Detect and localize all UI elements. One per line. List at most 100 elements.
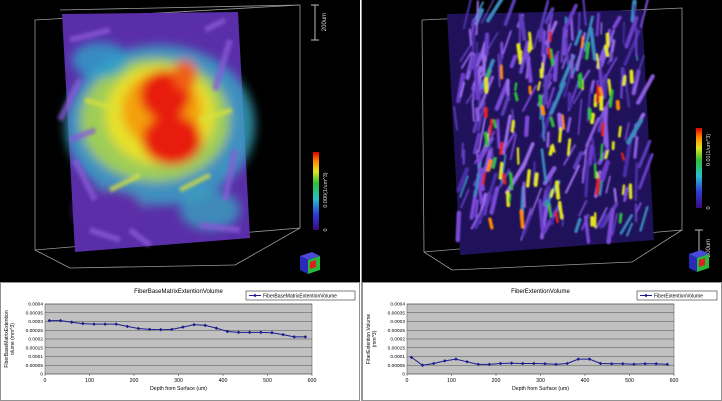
left-colorbar-min: 0 [323, 228, 329, 231]
fiber-strand [564, 164, 581, 194]
fiber-strand [484, 32, 490, 56]
fiber-strand [521, 84, 538, 112]
fiber-strand [475, 0, 479, 36]
fiber-strand [503, 131, 516, 151]
y-tick-label: 0.00005 [26, 363, 44, 369]
fiber-strand [603, 106, 609, 145]
orientation-cube-icon-right[interactable] [689, 250, 709, 272]
y-tick-label: 0.0001 [28, 354, 43, 360]
fiber-strand [572, 86, 584, 105]
y-tick-label: 0.0001 [390, 354, 405, 360]
fiber-highlight [599, 143, 604, 161]
fiber-highlight [549, 48, 555, 66]
fiber-strand [639, 205, 649, 232]
series-line [411, 356, 668, 366]
fiber-strand [500, 94, 510, 116]
fiber-highlight [558, 127, 563, 143]
y-tick-label: 0.00015 [26, 345, 44, 351]
data-point [654, 362, 658, 366]
fiber-highlight [603, 44, 610, 58]
fiber-highlight [538, 94, 543, 108]
fiber-highlight [605, 32, 610, 48]
fiber-strand [502, 114, 512, 155]
fiber-strand [459, 175, 469, 198]
y-tick-label: 0 [40, 372, 43, 378]
fiber-strand [474, 199, 479, 218]
fiber-highlight [486, 159, 493, 172]
fiber-highlight [621, 184, 626, 196]
fiber-highlight [533, 172, 539, 187]
chart-title: FiberBaseMatrixExtentionVolume [134, 289, 223, 295]
fiber-strand [549, 81, 566, 115]
fiber-strand [483, 149, 492, 173]
fiber-highlight [499, 141, 504, 156]
fiber-strand [563, 3, 578, 30]
y-tick-label: 0.0004 [390, 302, 405, 308]
fiber-strand [639, 0, 649, 28]
data-point [47, 318, 52, 323]
data-point [147, 327, 152, 332]
y-axis-label: FiberBaseMatrixExtention [4, 310, 10, 367]
fiber-strand [468, 28, 473, 46]
fiber-highlight [580, 35, 585, 49]
left-volume-slab [57, 12, 255, 252]
fiber-strand [633, 136, 639, 159]
fiber-highlight [514, 82, 518, 92]
fiber-strand [622, 21, 625, 45]
fiber-highlight [608, 89, 614, 108]
x-tick-label: 100 [447, 378, 456, 384]
fiber-strand [620, 79, 624, 99]
fiber-strand [473, 158, 483, 197]
fiber-strand [597, 113, 605, 133]
fiber-strand [546, 176, 553, 200]
fiber-strand [468, 54, 475, 72]
data-point [81, 321, 85, 326]
fiber-strand [584, 160, 590, 198]
y-tick-label: 0.00035 [388, 310, 406, 316]
fiber-strand [619, 214, 633, 235]
data-point [58, 318, 63, 323]
fiber-strand [546, 131, 550, 148]
fiber-strand [453, 106, 458, 131]
fiber-strand [545, 73, 553, 88]
fiber-highlight [486, 68, 491, 78]
left-colorbar-label: 0.000(1/um^3) [323, 172, 329, 207]
chart-title: FiberExtentionVolume [511, 289, 570, 295]
data-point [532, 361, 536, 366]
legend-marker [253, 293, 257, 298]
left-visualization-panel: 200um 0.000(1/um^3) 0 FiberBaseMatrixExt… [0, 0, 360, 401]
fiber-strand [519, 15, 527, 41]
orientation-cube-icon[interactable] [300, 252, 320, 274]
data-point [520, 361, 525, 366]
fiber-strands [453, 0, 655, 245]
x-tick-label: 500 [263, 378, 272, 384]
data-point [554, 362, 558, 367]
fiber-highlight [549, 188, 554, 198]
y-tick-label: 0 [402, 372, 405, 378]
fiber-strand [598, 180, 604, 197]
fiber-strand [460, 51, 473, 69]
fiber-strand [537, 0, 550, 39]
fiber-highlight [585, 41, 591, 60]
fiber-strand [473, 66, 480, 101]
legend-label: FiberBaseMatrixExtentionVolume [263, 293, 337, 299]
fiber-strand [566, 116, 572, 133]
x-tick-label: 300 [174, 378, 183, 384]
x-tick-label: 400 [219, 378, 228, 384]
fiber-highlight [557, 200, 564, 220]
data-point [114, 322, 118, 326]
series-line [49, 320, 306, 338]
data-point [92, 322, 96, 326]
y-tick-label: 0.0002 [390, 337, 405, 343]
right-colorbar-min: 0 [706, 206, 712, 209]
fiber-strand [519, 40, 530, 74]
fiber-strand [470, 212, 481, 230]
data-point [621, 362, 625, 366]
fiber-strand [574, 29, 583, 46]
fiber-strand [455, 210, 462, 243]
fiber-highlight [548, 144, 555, 156]
fiber-highlight [491, 156, 497, 170]
fiber-strand [475, 107, 481, 122]
fiber-highlight [537, 81, 542, 91]
legend-box [245, 290, 356, 301]
